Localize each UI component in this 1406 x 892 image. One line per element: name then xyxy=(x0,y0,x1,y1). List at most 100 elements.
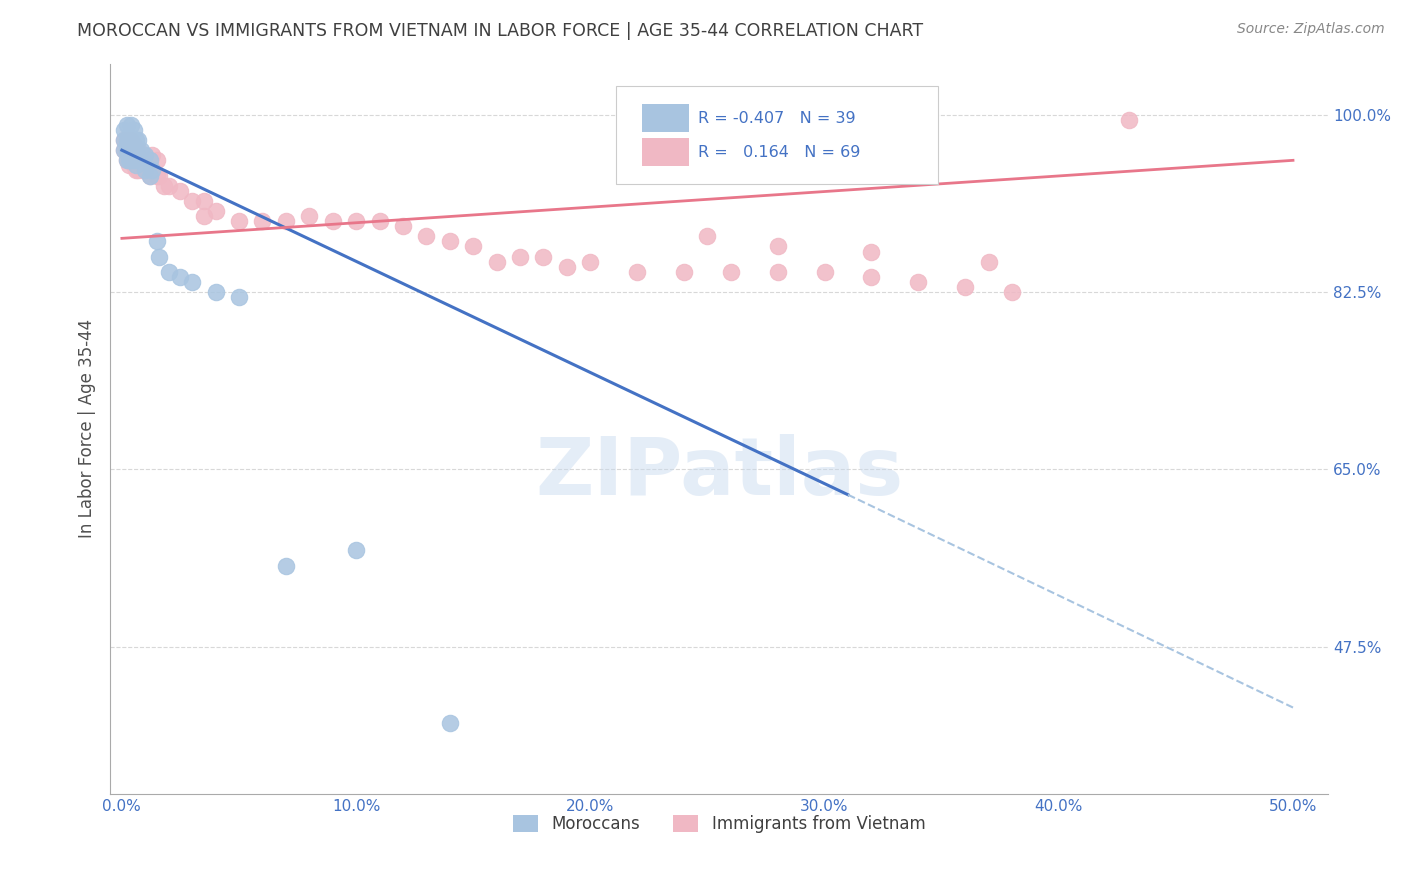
Point xyxy=(120,153,142,168)
Point xyxy=(344,214,367,228)
Point xyxy=(181,275,204,289)
Point xyxy=(139,169,162,183)
Point xyxy=(118,153,141,168)
Point xyxy=(122,148,145,162)
Point xyxy=(127,133,149,147)
Point xyxy=(274,214,297,228)
Point xyxy=(115,153,138,168)
Point xyxy=(127,143,149,157)
Point xyxy=(1001,285,1024,299)
Point xyxy=(134,153,156,168)
Text: ZIPatlas: ZIPatlas xyxy=(536,434,903,512)
Point xyxy=(118,133,141,147)
Point xyxy=(439,235,461,249)
Y-axis label: In Labor Force | Age 35-44: In Labor Force | Age 35-44 xyxy=(79,319,96,539)
Point xyxy=(344,543,367,558)
Point xyxy=(125,133,148,147)
Point xyxy=(134,148,156,162)
Point xyxy=(112,133,135,147)
Point xyxy=(146,169,169,183)
Point xyxy=(125,158,148,172)
Text: R =   0.164   N = 69: R = 0.164 N = 69 xyxy=(699,145,860,160)
Point xyxy=(129,148,152,162)
Point xyxy=(127,163,149,178)
Point xyxy=(766,265,789,279)
Point xyxy=(127,148,149,162)
Point xyxy=(813,265,835,279)
Point xyxy=(122,153,145,168)
Point xyxy=(118,148,141,162)
Point xyxy=(579,254,602,268)
Point xyxy=(120,143,142,157)
Point xyxy=(860,269,883,284)
Point xyxy=(112,133,135,147)
Point xyxy=(463,239,485,253)
Point xyxy=(228,290,250,304)
Point xyxy=(134,163,156,178)
Point xyxy=(148,169,170,183)
Point xyxy=(392,219,415,234)
Point xyxy=(115,153,138,168)
Text: R = -0.407   N = 39: R = -0.407 N = 39 xyxy=(699,111,856,126)
Point xyxy=(439,715,461,730)
Point xyxy=(672,265,695,279)
Point xyxy=(555,260,578,274)
Bar xyxy=(643,104,689,132)
Point xyxy=(125,163,148,178)
Point xyxy=(112,143,135,157)
Point xyxy=(125,143,148,157)
Point xyxy=(112,143,135,157)
Point xyxy=(153,178,176,193)
Point xyxy=(132,163,155,178)
Point xyxy=(368,214,391,228)
FancyBboxPatch shape xyxy=(616,86,938,185)
Point xyxy=(252,214,274,228)
Point xyxy=(181,194,204,208)
Point xyxy=(115,118,138,132)
Legend: Moroccans, Immigrants from Vietnam: Moroccans, Immigrants from Vietnam xyxy=(506,808,932,840)
Point xyxy=(485,254,508,268)
Point xyxy=(169,184,191,198)
Point xyxy=(146,235,169,249)
Point xyxy=(125,153,148,168)
Point xyxy=(626,265,648,279)
Point xyxy=(115,133,138,147)
Point xyxy=(122,138,145,153)
Point xyxy=(953,280,976,294)
Point xyxy=(120,143,142,157)
Point xyxy=(127,153,149,168)
Point xyxy=(148,250,170,264)
Point xyxy=(122,158,145,172)
Text: MOROCCAN VS IMMIGRANTS FROM VIETNAM IN LABOR FORCE | AGE 35-44 CORRELATION CHART: MOROCCAN VS IMMIGRANTS FROM VIETNAM IN L… xyxy=(77,22,924,40)
Point xyxy=(122,138,145,153)
Point xyxy=(141,148,163,162)
Point xyxy=(977,254,1000,268)
Point xyxy=(134,163,156,178)
Point xyxy=(415,229,437,244)
Point xyxy=(125,143,148,157)
Point xyxy=(193,209,215,223)
Point xyxy=(204,204,226,219)
Point xyxy=(118,158,141,172)
Point xyxy=(118,143,141,157)
Point xyxy=(118,138,141,153)
Point xyxy=(907,275,929,289)
Point xyxy=(120,118,142,132)
Point xyxy=(120,133,142,147)
Point xyxy=(139,158,162,172)
Point xyxy=(1118,112,1140,127)
Point xyxy=(766,239,789,253)
Point xyxy=(115,143,138,157)
Point xyxy=(115,133,138,147)
Bar xyxy=(643,138,689,166)
Point xyxy=(509,250,531,264)
Point xyxy=(129,158,152,172)
Point xyxy=(146,153,169,168)
Point xyxy=(860,244,883,259)
Point xyxy=(274,558,297,573)
Point xyxy=(129,143,152,157)
Point xyxy=(122,123,145,137)
Point xyxy=(298,209,321,223)
Point xyxy=(193,194,215,208)
Point xyxy=(139,153,162,168)
